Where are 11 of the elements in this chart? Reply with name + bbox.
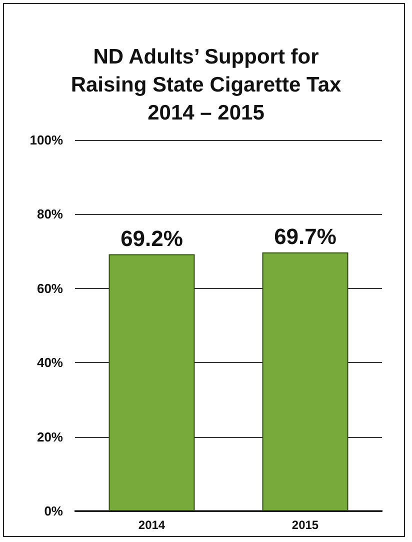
- y-tick-label: 80%: [36, 206, 64, 222]
- y-tick-label: 100%: [30, 132, 64, 148]
- y-tick-label: 20%: [36, 429, 64, 444]
- x-tick-label: 2015: [292, 518, 319, 532]
- y-tick-label: 40%: [36, 355, 64, 370]
- chart-title: ND Adults’ Support for Raising State Cigarette Tax 2014 – 2015: [70, 46, 342, 124]
- data-label: 69.7%: [274, 224, 336, 249]
- y-tick-label: 60%: [36, 280, 64, 296]
- y-tick-label: 0%: [44, 504, 64, 518]
- x-tick-label: 2014: [138, 518, 166, 532]
- data-label: 69.2%: [120, 226, 183, 251]
